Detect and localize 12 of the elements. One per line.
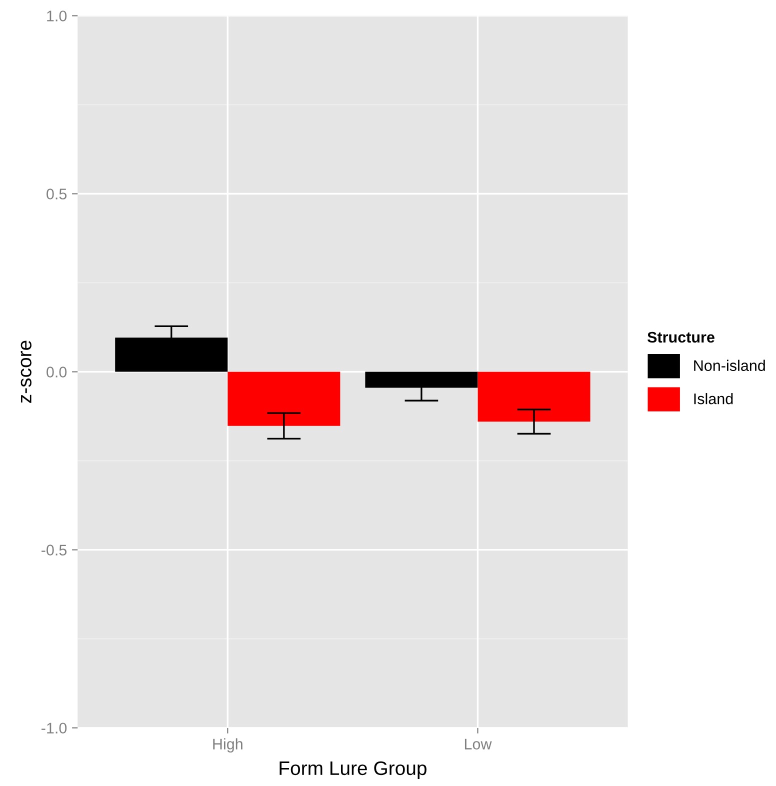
x-tick-label: Low	[464, 738, 492, 750]
legend-title: Structure	[647, 332, 714, 343]
y-tick-label: 0.5	[46, 188, 67, 200]
y-tick-label: -1.0	[42, 722, 67, 734]
y-tick-label: 0.0	[46, 366, 67, 378]
y-tick-label: -0.5	[42, 544, 67, 556]
legend-label: Non-island	[694, 360, 765, 372]
legend-label: Island	[694, 393, 733, 404]
x-tick-label: High	[213, 738, 242, 752]
x-axis-title: Form Lure Group	[280, 761, 426, 779]
y-axis-title: z-score	[20, 340, 32, 403]
y-tick-label: 1.0	[47, 10, 67, 22]
